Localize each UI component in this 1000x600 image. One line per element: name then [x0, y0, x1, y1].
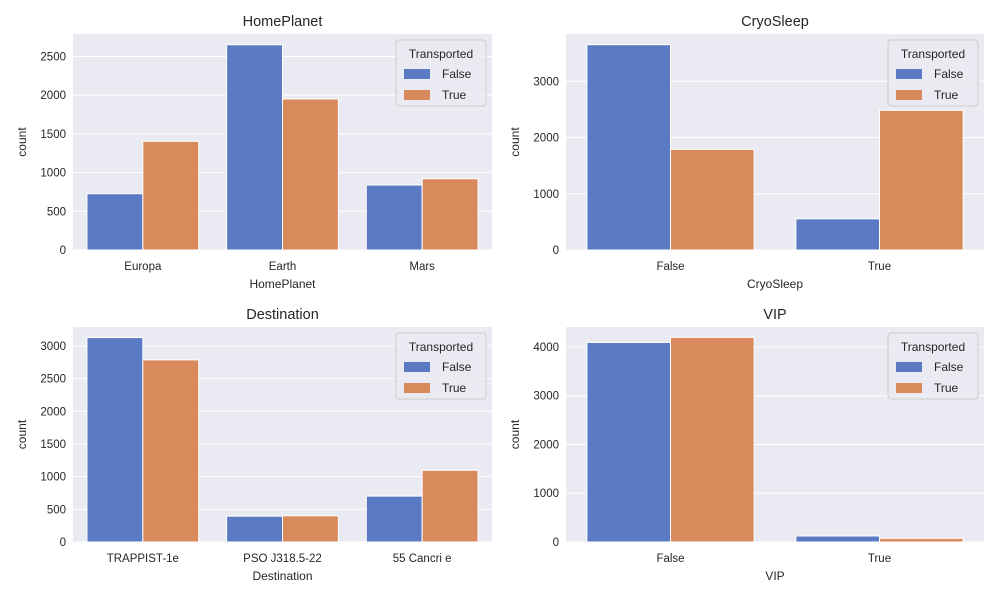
y-tick-label: 500 — [47, 206, 66, 218]
legend-label: True — [442, 381, 467, 395]
bar-trappist-1e-true — [142, 359, 200, 543]
y-tick-label: 3000 — [533, 76, 559, 88]
legend: Transported False True — [887, 332, 979, 400]
legend-title: Transported — [409, 47, 473, 61]
legend-title: Transported — [901, 340, 965, 354]
y-tick-label: 1000 — [40, 168, 66, 180]
legend-label: True — [442, 88, 467, 102]
legend-label: False — [442, 67, 472, 81]
x-axis-label: HomePlanet — [249, 277, 316, 291]
y-tick-label: 1000 — [533, 189, 559, 201]
y-tick-label: 3000 — [40, 341, 66, 353]
bar-earth-true — [282, 98, 339, 251]
y-axis-label: count — [508, 127, 522, 157]
y-tick-label: 500 — [47, 504, 66, 516]
legend: Transported False True — [887, 39, 979, 107]
subplot-homeplanet: 0 500 1000 1500 2000 2500 Europa Earth Mars HomeP… — [15, 14, 492, 291]
legend-swatch-false — [404, 362, 430, 372]
x-tick-label: False — [656, 261, 684, 273]
legend-swatch-false — [404, 69, 430, 79]
y-tick-label: 2000 — [40, 406, 66, 418]
subplot-title: CryoSleep — [741, 14, 809, 30]
legend: Transported False True — [395, 39, 487, 107]
subplot-title: Destination — [246, 307, 319, 323]
y-tick-label: 1500 — [40, 129, 66, 141]
x-axis-label: VIP — [765, 569, 784, 583]
bar-mars-false — [365, 184, 423, 251]
legend-frame — [395, 39, 487, 107]
x-tick-label: PSO J318.5-22 — [243, 553, 322, 565]
bar-false-false — [586, 341, 672, 543]
y-tick-label: 0 — [553, 537, 559, 549]
bar-true-true — [879, 109, 964, 251]
x-tick-label: TRAPPIST-1e — [107, 553, 179, 565]
legend-frame — [887, 332, 979, 400]
y-tick-label: 1500 — [40, 439, 66, 451]
bar-europa-true — [142, 140, 200, 251]
legend-swatch-true — [896, 383, 922, 393]
y-tick-label: 1000 — [533, 488, 559, 500]
x-tick-label: Mars — [409, 261, 435, 273]
x-axis-label: Destination — [252, 569, 312, 583]
y-tick-label: 4000 — [533, 342, 559, 354]
bar-earth-false — [226, 44, 283, 251]
subplot-title: HomePlanet — [243, 14, 323, 30]
y-axis-label: count — [15, 419, 29, 449]
y-axis-label: count — [508, 419, 522, 449]
bar-false-true — [670, 336, 755, 543]
bar-mars-true — [421, 178, 479, 251]
legend-swatch-true — [896, 90, 922, 100]
legend-swatch-false — [896, 69, 922, 79]
legend: Transported False True — [395, 332, 487, 400]
subplot-destination: 0 500 1000 1500 2000 2500 3000 TRAPPIST-1e PSO J… — [15, 307, 492, 583]
y-tick-label: 2500 — [40, 51, 66, 63]
x-tick-label: True — [868, 553, 891, 565]
subplot-title: VIP — [763, 307, 786, 323]
legend-label: False — [934, 67, 964, 81]
y-tick-label: 0 — [60, 245, 66, 257]
legend-label: True — [934, 88, 959, 102]
legend-swatch-true — [404, 90, 430, 100]
legend-title: Transported — [901, 47, 965, 61]
bar-europa-false — [86, 193, 144, 251]
bar-false-true — [670, 148, 755, 251]
bar-pso-j318-5-22-false — [226, 515, 283, 543]
y-tick-label: 2000 — [533, 133, 559, 145]
legend-title: Transported — [409, 340, 473, 354]
y-tick-label: 2000 — [40, 90, 66, 102]
subplot-cryosleep: 0 1000 2000 3000 False True CryoSleep CryoSleep… — [508, 14, 984, 291]
bar-true-false — [795, 218, 881, 251]
bar-true-false — [795, 535, 881, 543]
bar-trappist-1e-false — [86, 337, 144, 543]
legend-frame — [887, 39, 979, 107]
legend-swatch-false — [896, 362, 922, 372]
bar-pso-j318-5-22-true — [282, 515, 339, 543]
legend-label: False — [442, 360, 472, 374]
bar-false-false — [586, 44, 672, 251]
legend-swatch-true — [404, 383, 430, 393]
legend-label: True — [934, 381, 959, 395]
x-tick-label: Earth — [269, 261, 297, 273]
x-tick-label: Europa — [124, 261, 162, 273]
x-tick-label: False — [656, 553, 684, 565]
x-tick-label: True — [868, 261, 891, 273]
subplot-vip: 0 1000 2000 3000 4000 False True VIP VIP count Tra… — [508, 307, 984, 583]
y-tick-label: 1000 — [40, 472, 66, 484]
legend-label: False — [934, 360, 964, 374]
legend-frame — [395, 332, 487, 400]
y-tick-label: 2000 — [533, 439, 559, 451]
y-tick-label: 0 — [553, 245, 559, 257]
y-tick-label: 2500 — [40, 374, 66, 386]
y-tick-label: 3000 — [533, 391, 559, 403]
bar-55-cancri-e-false — [365, 495, 423, 543]
bar-55-cancri-e-true — [421, 469, 479, 543]
bar-true-true — [879, 537, 964, 543]
y-axis-label: count — [15, 127, 29, 157]
y-tick-label: 0 — [60, 537, 66, 549]
x-tick-label: 55 Cancri e — [393, 553, 452, 565]
x-axis-label: CryoSleep — [747, 277, 803, 291]
